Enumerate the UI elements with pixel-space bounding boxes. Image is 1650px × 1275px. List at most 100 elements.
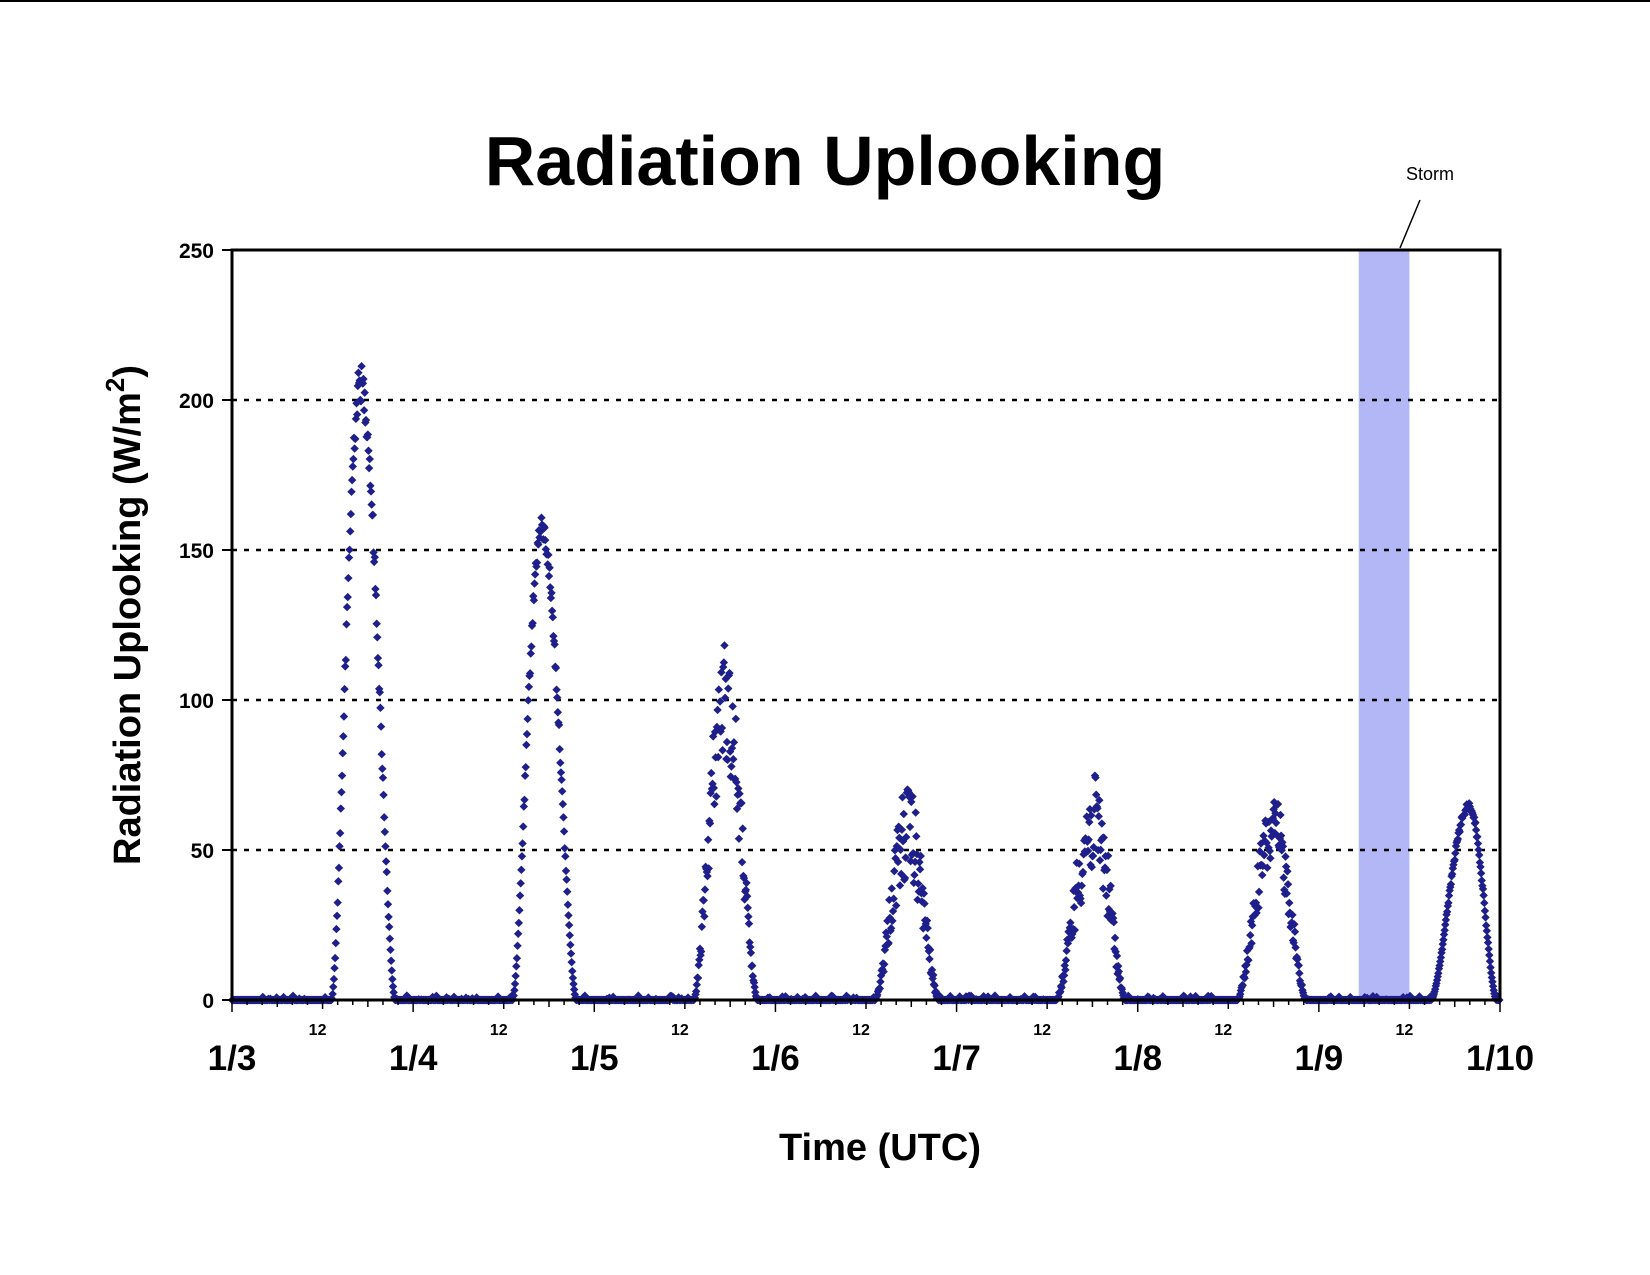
x-hour-label: 12 [1033, 1022, 1051, 1039]
data-point [710, 799, 719, 809]
data-point [748, 971, 757, 981]
data-point [1246, 930, 1255, 940]
data-point [896, 845, 905, 854]
data-point [1254, 887, 1264, 897]
data-point [568, 973, 578, 983]
data-point [388, 974, 397, 984]
data-point [726, 772, 735, 781]
data-point [885, 913, 895, 923]
data-point [529, 596, 539, 605]
data-point [744, 912, 753, 921]
data-point [339, 712, 349, 721]
data-point [541, 545, 551, 554]
data-point [921, 919, 930, 929]
data-point [1115, 973, 1125, 983]
data-point [700, 912, 709, 921]
data-point [342, 602, 352, 612]
data-point [697, 922, 707, 932]
data-point [365, 454, 374, 464]
data-point [370, 553, 379, 562]
data-point [715, 697, 725, 706]
data-point [700, 885, 710, 894]
y-axis-label: Radiation Uplooking (W/m2) [100, 365, 149, 865]
x-axis-label: Time (UTC) [779, 1127, 981, 1169]
data-point [383, 900, 393, 909]
data-point [746, 942, 755, 952]
data-point [1258, 870, 1267, 880]
data-point [1096, 845, 1105, 855]
data-point [1258, 861, 1268, 871]
data-point [1247, 921, 1257, 930]
data-point [350, 444, 359, 453]
data-point [1450, 855, 1459, 865]
data-point [357, 361, 366, 371]
data-point [1265, 846, 1274, 856]
data-point [1441, 920, 1450, 929]
x-hour-label: 12 [1396, 1022, 1414, 1039]
data-point [1282, 889, 1291, 898]
data-point [556, 758, 565, 768]
data-point [1290, 927, 1300, 936]
data-point [910, 870, 919, 880]
data-point [1434, 968, 1443, 978]
data-point [1278, 842, 1288, 851]
data-point [1285, 898, 1294, 908]
data-point [720, 693, 730, 703]
data-point [568, 966, 577, 976]
data-point [340, 684, 349, 694]
data-point [557, 775, 566, 784]
data-point [334, 863, 344, 873]
data-point [546, 583, 555, 592]
data-point [1288, 910, 1297, 920]
data-point [1254, 903, 1263, 912]
data-point [1294, 961, 1303, 970]
data-point [923, 923, 932, 933]
y-tick-label: 0 [202, 990, 214, 1013]
data-point [402, 991, 412, 1000]
data-point [706, 788, 715, 798]
data-point [1252, 908, 1261, 918]
data-point [1069, 903, 1079, 912]
data-point [727, 762, 736, 771]
data-point [881, 941, 890, 951]
data-point [566, 949, 576, 958]
data-point [530, 579, 539, 588]
data-point [389, 988, 398, 997]
data-point [545, 563, 554, 572]
data-point [744, 919, 754, 928]
data-point [516, 879, 525, 888]
data-point [563, 900, 573, 909]
data-point [897, 825, 907, 834]
chart-title: Radiation Uplooking [485, 122, 1166, 200]
data-point [1097, 819, 1107, 828]
data-point [1102, 891, 1111, 900]
data-point [1082, 812, 1091, 821]
data-point [922, 916, 932, 925]
data-point [567, 957, 576, 967]
data-point [369, 557, 379, 567]
data-point [356, 397, 366, 406]
data-point [564, 920, 574, 930]
storm-band-layer [1358, 250, 1410, 1000]
data-point [565, 931, 574, 940]
data-point [895, 881, 905, 890]
data-point [334, 877, 343, 886]
data-point [544, 550, 553, 560]
data-point [1256, 839, 1266, 848]
data-point [922, 933, 931, 943]
data-point [925, 954, 934, 964]
data-point [1285, 908, 1295, 917]
data-point [876, 971, 886, 980]
data-point [524, 696, 533, 705]
data-point [1076, 894, 1085, 903]
data-point [342, 620, 351, 629]
y-tick-label: 50 [191, 840, 214, 863]
data-point [341, 662, 350, 671]
data-point [724, 684, 733, 693]
data-point [564, 911, 573, 920]
data-point [347, 487, 356, 497]
data-point [329, 982, 338, 992]
data-point [741, 885, 751, 895]
data-point [1475, 850, 1484, 860]
data-point [1087, 862, 1096, 872]
